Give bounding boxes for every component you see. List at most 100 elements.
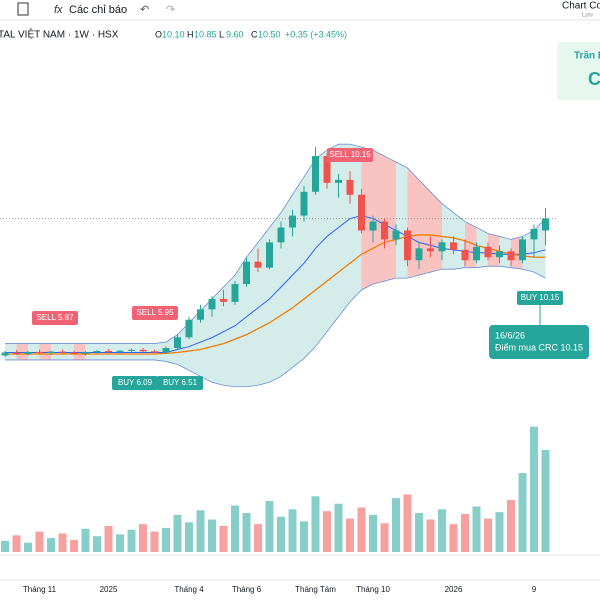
candle-body <box>93 351 101 353</box>
signal-box <box>157 376 203 390</box>
redo-icon[interactable]: ↷ <box>166 4 175 16</box>
candle-body <box>507 251 515 261</box>
candle-body <box>346 179 354 195</box>
candle-icon[interactable] <box>17 2 29 16</box>
ohlc-key: O <box>155 29 162 39</box>
volume-bar <box>93 536 101 552</box>
candle-body <box>162 348 170 353</box>
candle-body <box>82 352 89 354</box>
line-slow <box>5 234 546 355</box>
candle-body <box>519 239 526 261</box>
volume-bar <box>1 540 9 552</box>
candle-body <box>208 298 216 310</box>
band-fill <box>338 144 350 317</box>
volume-bar <box>24 542 32 552</box>
symbol: TAL VIỆT NAM · 1W · HSX <box>0 28 119 41</box>
toolbar <box>0 0 600 20</box>
candle-body <box>381 221 388 240</box>
candle-body <box>496 251 503 258</box>
x-tick-label: Tháng 4 <box>174 585 204 594</box>
volume-bar <box>288 509 297 552</box>
volume-bar <box>472 506 481 552</box>
candle-body <box>427 248 434 252</box>
band-fill <box>361 147 373 290</box>
band-fill <box>131 343 143 360</box>
volume-bar <box>415 513 423 552</box>
candle-body <box>185 319 193 338</box>
candle-body <box>484 246 492 258</box>
band-fill <box>97 343 109 360</box>
ohlc-legend: O 10.10 H 10.85 L 9.60 C 10.50 +0.35 (+3.45%) <box>155 29 347 39</box>
volume-bar <box>518 473 527 552</box>
ohlc-value: 10.10 <box>162 29 185 39</box>
candle-body <box>13 352 20 354</box>
tooltip-box <box>489 325 589 359</box>
band-fill <box>373 150 385 285</box>
signal-box <box>112 376 158 390</box>
indicators-button[interactable]: Các chỉ báo <box>69 4 127 16</box>
ohlc-value: 9.60 <box>226 29 244 39</box>
volume-bar <box>35 531 44 552</box>
candle-body <box>358 194 365 231</box>
x-tick-label: Tháng 11 <box>23 585 57 594</box>
volume-bar <box>70 539 78 552</box>
candle-body <box>47 351 55 354</box>
signal-label: BUY 6.09 <box>118 378 153 387</box>
band-fill <box>442 203 454 270</box>
band-fill <box>39 343 51 360</box>
side-panel <box>557 42 600 100</box>
fx-icon[interactable]: fx <box>54 4 63 16</box>
x-tick-label: 2026 <box>445 585 463 594</box>
volume-bar <box>265 500 274 552</box>
volume-bar <box>495 512 504 552</box>
volume-bar <box>380 523 389 552</box>
band-fill <box>315 150 327 347</box>
candle-body <box>59 351 66 353</box>
x-tick-label: 9 <box>532 585 537 594</box>
ohlc-change: +0.35 (+3.45%) <box>285 29 347 39</box>
candle-body <box>530 228 538 240</box>
candle-body <box>24 351 32 354</box>
volume-bar <box>12 535 21 552</box>
candle-body <box>335 179 342 183</box>
candle-body <box>277 227 285 243</box>
chart-name[interactable]: Chart Co <box>562 1 600 12</box>
candle-body <box>323 156 331 183</box>
undo-icon[interactable]: ↶ <box>140 4 149 16</box>
volume-bar <box>323 511 331 552</box>
tooltip-text: Điểm mua CRC 10.15 <box>495 342 583 352</box>
save-label[interactable]: Lưu <box>582 13 593 19</box>
volume-bar <box>403 494 412 552</box>
volume-bar <box>104 526 113 552</box>
signal-label: BUY 10.15 <box>521 293 560 302</box>
volume-bar <box>139 524 147 552</box>
band-fill <box>143 343 155 360</box>
x-tick-label: Tháng 10 <box>356 585 390 594</box>
candle-body <box>197 309 204 320</box>
tooltip-date: 16/6/26 <box>495 330 525 340</box>
x-tick-label: 2025 <box>100 585 118 594</box>
volume-bar <box>208 519 216 552</box>
volume-bar <box>242 513 251 552</box>
band-fill <box>120 343 132 360</box>
ohlc-value: 10.85 <box>194 29 217 39</box>
volume-bar <box>541 449 550 552</box>
band-fill <box>407 167 419 279</box>
line-mid <box>5 215 546 353</box>
volume-bar <box>254 524 262 552</box>
candle-body <box>139 349 147 352</box>
band-fill <box>154 342 166 362</box>
candle-body <box>392 230 400 240</box>
line-upper <box>5 143 546 344</box>
candle-body <box>128 349 135 351</box>
volume-bar <box>231 505 239 552</box>
candle-body <box>438 242 446 252</box>
volume-bar <box>484 518 492 552</box>
candle-body <box>312 156 319 192</box>
band-fill <box>5 343 17 360</box>
volume-bar <box>185 522 193 552</box>
candle-body <box>220 298 227 302</box>
band-fill <box>85 343 97 360</box>
